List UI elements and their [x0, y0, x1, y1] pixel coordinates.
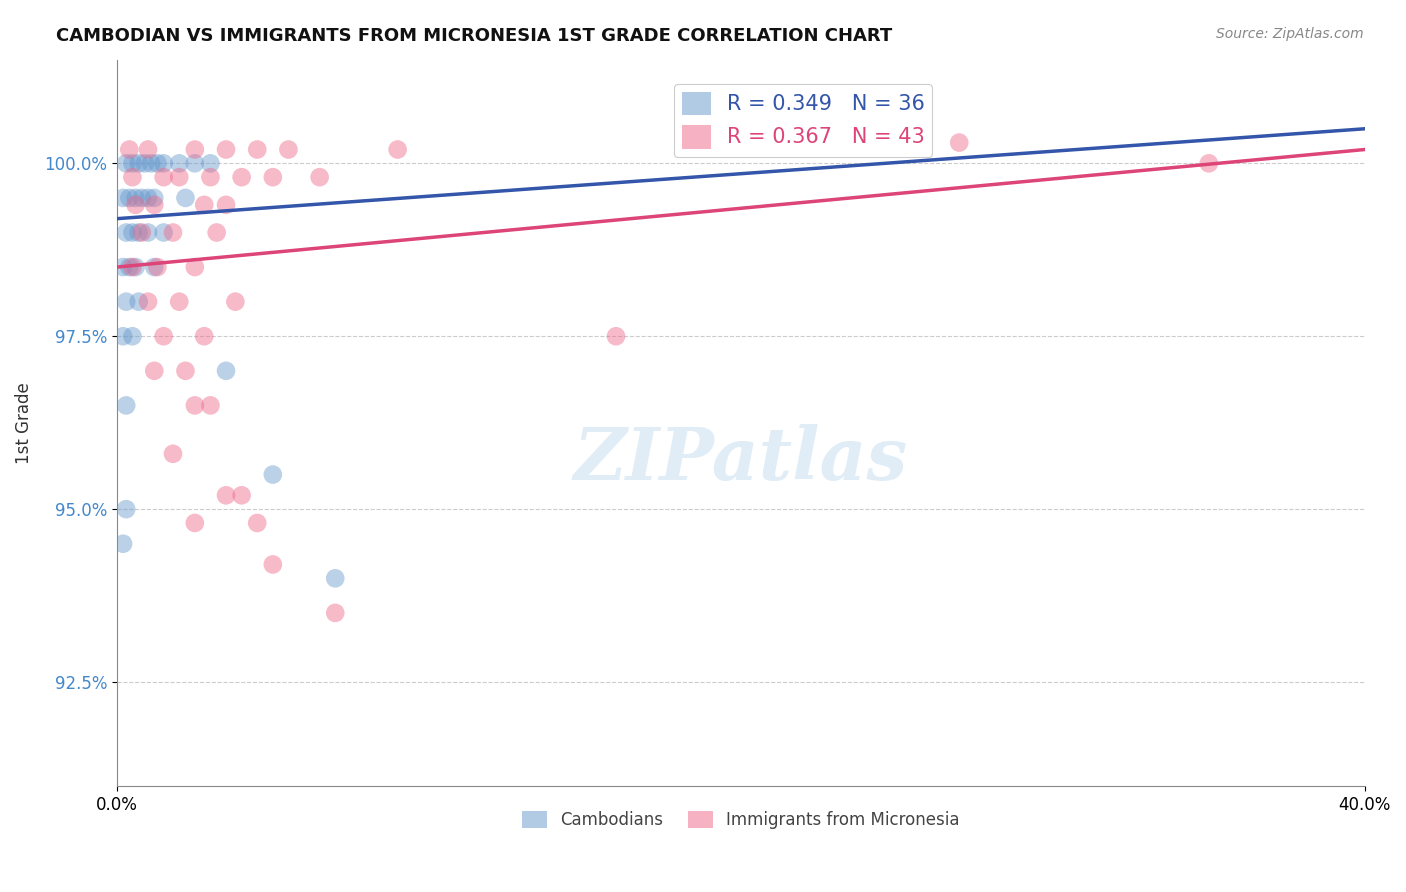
Point	[152, 226, 174, 240]
Point	[200, 170, 222, 185]
Point	[184, 143, 207, 157]
Point	[121, 156, 143, 170]
Point	[948, 136, 970, 150]
Point	[143, 198, 166, 212]
Point	[262, 170, 284, 185]
Point	[121, 170, 143, 185]
Point	[112, 191, 135, 205]
Point	[162, 226, 184, 240]
Point	[174, 191, 197, 205]
Point	[143, 191, 166, 205]
Point	[152, 156, 174, 170]
Point	[115, 156, 138, 170]
Point	[200, 156, 222, 170]
Point	[146, 156, 169, 170]
Point	[112, 537, 135, 551]
Point	[124, 198, 146, 212]
Point	[323, 606, 346, 620]
Point	[231, 488, 253, 502]
Point	[184, 260, 207, 274]
Point	[128, 226, 150, 240]
Point	[131, 191, 153, 205]
Point	[174, 364, 197, 378]
Point	[184, 398, 207, 412]
Point	[231, 170, 253, 185]
Point	[121, 260, 143, 274]
Text: Source: ZipAtlas.com: Source: ZipAtlas.com	[1216, 27, 1364, 41]
Point	[152, 329, 174, 343]
Point	[184, 156, 207, 170]
Point	[193, 329, 215, 343]
Point	[118, 143, 141, 157]
Point	[308, 170, 330, 185]
Y-axis label: 1st Grade: 1st Grade	[15, 382, 32, 464]
Point	[215, 143, 238, 157]
Point	[262, 558, 284, 572]
Point	[115, 398, 138, 412]
Point	[115, 502, 138, 516]
Point	[136, 294, 159, 309]
Point	[1198, 156, 1220, 170]
Point	[124, 260, 146, 274]
Point	[323, 571, 346, 585]
Point	[118, 191, 141, 205]
Point	[387, 143, 409, 157]
Point	[136, 191, 159, 205]
Point	[112, 260, 135, 274]
Point	[193, 198, 215, 212]
Point	[143, 260, 166, 274]
Point	[121, 226, 143, 240]
Point	[246, 143, 269, 157]
Point	[131, 226, 153, 240]
Point	[205, 226, 228, 240]
Point	[118, 260, 141, 274]
Point	[215, 198, 238, 212]
Point	[215, 488, 238, 502]
Point	[184, 516, 207, 530]
Point	[277, 143, 299, 157]
Point	[128, 156, 150, 170]
Point	[152, 170, 174, 185]
Point	[141, 156, 163, 170]
Point	[136, 143, 159, 157]
Point	[115, 294, 138, 309]
Point	[134, 156, 156, 170]
Point	[246, 516, 269, 530]
Point	[136, 226, 159, 240]
Point	[167, 170, 190, 185]
Text: ZIPatlas: ZIPatlas	[574, 424, 908, 494]
Point	[262, 467, 284, 482]
Point	[224, 294, 246, 309]
Point	[124, 191, 146, 205]
Point	[605, 329, 627, 343]
Point	[112, 329, 135, 343]
Point	[167, 294, 190, 309]
Point	[167, 156, 190, 170]
Point	[146, 260, 169, 274]
Legend: Cambodians, Immigrants from Micronesia: Cambodians, Immigrants from Micronesia	[515, 804, 966, 836]
Text: CAMBODIAN VS IMMIGRANTS FROM MICRONESIA 1ST GRADE CORRELATION CHART: CAMBODIAN VS IMMIGRANTS FROM MICRONESIA …	[56, 27, 893, 45]
Point	[115, 226, 138, 240]
Point	[128, 294, 150, 309]
Point	[162, 447, 184, 461]
Point	[121, 329, 143, 343]
Point	[200, 398, 222, 412]
Point	[215, 364, 238, 378]
Point	[143, 364, 166, 378]
